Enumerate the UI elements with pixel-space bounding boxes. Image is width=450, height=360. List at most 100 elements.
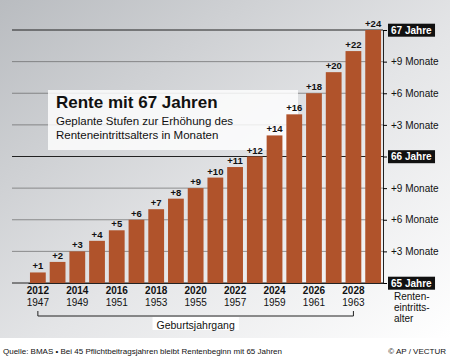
y-axis-title-line: alter — [394, 313, 414, 324]
x-tick-label: 2024 — [263, 285, 286, 296]
bar — [168, 199, 184, 283]
y-axis-line — [384, 31, 388, 284]
bar — [89, 241, 105, 283]
title: Rente mit 67 Jahren — [56, 93, 218, 112]
x-tick-label: 1961 — [303, 297, 326, 308]
data-label: +9 — [190, 176, 201, 187]
x-tick-label: 1953 — [145, 297, 168, 308]
x-tick: 2024 — [263, 283, 286, 296]
y-tick-label: +6 Monate — [391, 88, 439, 99]
bar — [227, 167, 243, 283]
x-axis: 2012 2014 2016 2018 2020 2022 2024 2026 2028 — [27, 283, 384, 296]
x-tick-label: 1959 — [263, 297, 286, 308]
source-note: Quelle: BMAS • Bei 45 Pflichtbeitragsjah… — [3, 347, 282, 356]
y-tick: +6 Monate — [383, 88, 439, 99]
data-label: +6 — [131, 208, 142, 219]
data-label: +1 — [32, 260, 44, 271]
x-tick-label: 2014 — [66, 285, 89, 296]
grid — [12, 30, 383, 283]
y-tick-mark — [383, 220, 387, 221]
y-tick-mark — [383, 125, 387, 126]
x-tick-label: 2018 — [145, 285, 168, 296]
x-tick-label: 2028 — [342, 285, 365, 296]
y-tick: +3 Monate — [383, 246, 439, 257]
y-tick-box — [388, 277, 435, 290]
x-tick: 1957 — [224, 295, 247, 308]
title-group: Rente mit 67 Jahren Geplante Stufen zur E… — [48, 90, 298, 150]
x-axis-title-box — [153, 317, 239, 330]
y-tick-mark — [383, 251, 387, 252]
x-tick: 1953 — [145, 295, 168, 308]
x-tick-label: 2012 — [27, 285, 50, 296]
x-tick-label: 1949 — [66, 297, 89, 308]
bar — [346, 51, 362, 283]
y-axis-title-line: eintritts- — [394, 302, 430, 313]
x-tick-label: 2022 — [224, 285, 247, 296]
data-label: +22 — [345, 39, 361, 50]
data-label: +4 — [92, 229, 104, 240]
x-tick: 2012 — [27, 283, 50, 296]
bar — [326, 72, 342, 283]
data-label: +14 — [266, 123, 283, 134]
x-tick: 2018 — [145, 283, 168, 296]
y-tick-box — [388, 24, 435, 37]
x-tick: 2026 — [303, 283, 326, 296]
y-axis-title-line: Renten- — [394, 291, 430, 302]
x-tick: 1955 — [185, 295, 208, 308]
y-axis: 65 Jahre +3 Monate +6 Monate +9 Monate 66 Ja… — [383, 24, 439, 290]
x-tick: 1947 — [27, 295, 50, 308]
data-label: +11 — [227, 155, 243, 166]
x-tick-label: 2020 — [185, 285, 208, 296]
x-tick: 1961 — [303, 295, 326, 308]
data-label: +7 — [151, 197, 162, 208]
y-tick-label: 67 Jahre — [391, 25, 432, 36]
subtitle: Geplante Stufen zur Erhöhung des — [56, 115, 233, 127]
y-tick-mark — [383, 188, 387, 189]
data-label: +24 — [365, 18, 382, 29]
bar — [109, 230, 125, 283]
bar — [286, 114, 302, 283]
grid-line — [12, 30, 383, 31]
y-tick-label: 65 Jahre — [391, 278, 432, 289]
y-tick-label: 66 Jahre — [391, 151, 432, 162]
footer — [0, 340, 450, 360]
data-label: +8 — [170, 187, 181, 198]
y-tick: +9 Monate — [383, 56, 439, 67]
x-tick: 2016 — [106, 283, 129, 296]
chart: Rente mit 67 Jahren Geplante Stufen zur E… — [0, 0, 450, 360]
y-tick: +3 Monate — [383, 120, 439, 131]
data-labels: +1+2+3+4+5+6+7+8+9+10+11+12+14+16+18+20+… — [32, 18, 381, 271]
bars — [30, 30, 381, 283]
x-tick: 2028 — [342, 283, 365, 296]
x-tick: 2022 — [224, 283, 247, 296]
title-box — [48, 90, 298, 150]
bar — [365, 30, 381, 283]
copyright-note: © AP / VECTUR — [388, 347, 446, 356]
bar — [207, 178, 223, 283]
subtitle: Renteneintrittsalters in Monaten — [56, 129, 218, 141]
x-tick-label: 1951 — [106, 297, 129, 308]
y-tick-box — [388, 150, 435, 163]
bar — [267, 135, 283, 283]
x-axis-title: Geburtsjahrgang — [157, 319, 235, 331]
y-tick-label: +6 Monate — [391, 214, 439, 225]
background — [0, 0, 450, 338]
x-tick: 1963 — [342, 295, 365, 308]
x-axis-line — [29, 283, 384, 284]
data-label: +10 — [207, 166, 223, 177]
x-tick: 2014 — [66, 283, 89, 296]
x-tick: 1951 — [106, 295, 129, 308]
bracket-line — [38, 311, 354, 316]
x-bracket — [38, 311, 354, 316]
bar — [129, 220, 145, 283]
y-tick: 67 Jahre — [383, 24, 435, 37]
bar — [69, 251, 85, 283]
y-tick: 66 Jahre — [383, 150, 435, 163]
y-axis-title: Renten-eintritts-alter — [394, 291, 430, 324]
bar — [188, 188, 204, 283]
data-label: +3 — [72, 239, 83, 250]
y-tick-label: +3 Monate — [391, 120, 439, 131]
data-label: +18 — [306, 81, 322, 92]
y-tick: 65 Jahre — [383, 277, 435, 290]
x-tick-label: 1947 — [27, 297, 50, 308]
